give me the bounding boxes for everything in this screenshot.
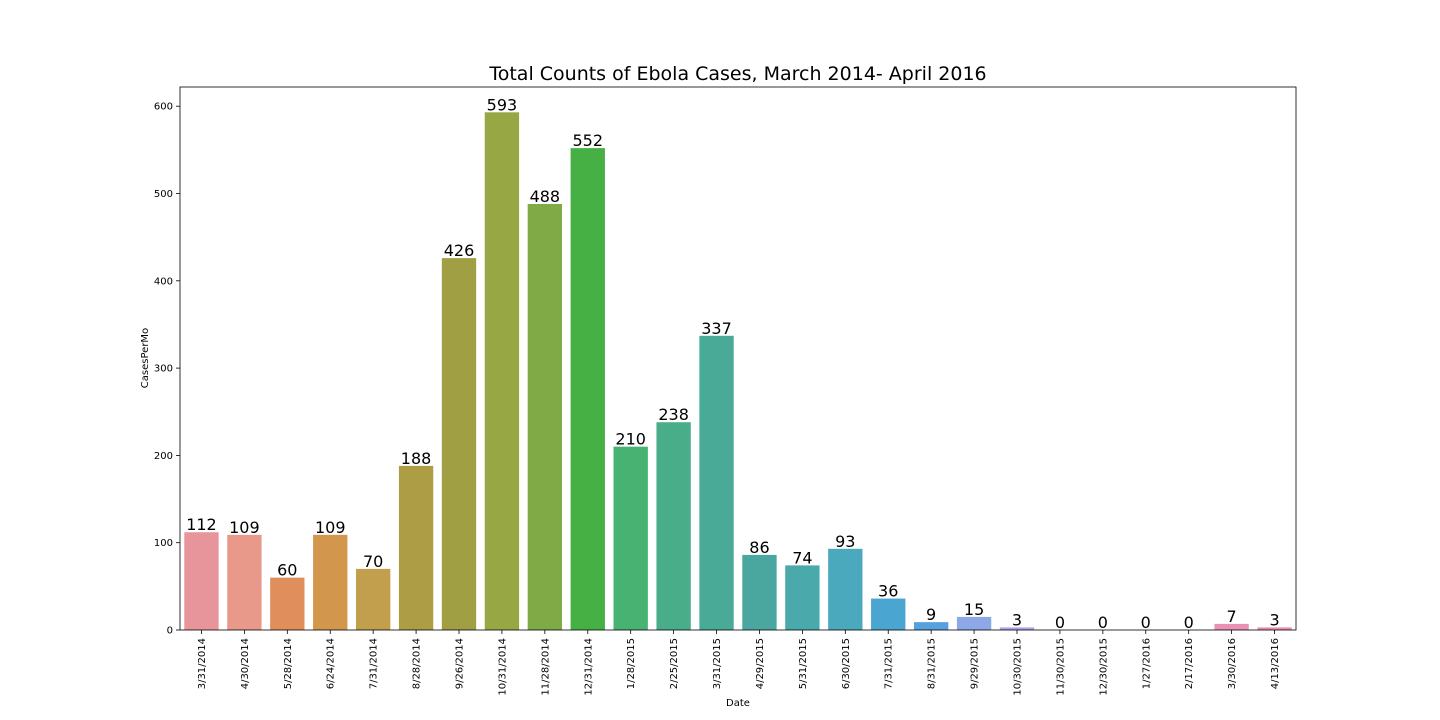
data-label-7/31/2015: 36: [878, 582, 898, 601]
bar-4/30/2014: [227, 534, 262, 630]
bar-2/25/2015: [656, 422, 691, 630]
chart-title: Total Counts of Ebola Cases, March 2014-…: [488, 63, 986, 85]
data-label-3/30/2016: 7: [1227, 607, 1237, 626]
bar-6/24/2014: [313, 534, 348, 630]
plot-frame: [179, 86, 1297, 631]
x-tick-label: 2/25/2015: [669, 638, 680, 689]
y-tick-label: 500: [154, 189, 173, 200]
x-tick-label: 3/30/2016: [1227, 638, 1238, 689]
bar-1/28/2015: [613, 446, 648, 630]
y-tick-label: 100: [154, 538, 173, 549]
data-label-11/30/2015: 0: [1055, 613, 1065, 632]
bar-4/13/2016: [1257, 627, 1292, 630]
x-tick-label: 7/31/2015: [884, 638, 895, 689]
data-label-2/17/2016: 0: [1184, 613, 1194, 632]
x-tick-label: 12/30/2015: [1098, 638, 1109, 696]
bar-6/30/2015: [828, 548, 863, 630]
bar-3/31/2015: [699, 335, 734, 630]
bar-8/31/2015: [913, 622, 949, 630]
data-label-4/13/2016: 3: [1269, 610, 1279, 629]
x-axis-ticks: 3/31/2014 4/30/2014 5/28/2014 6/24/2014 7/31…: [197, 630, 1281, 696]
bar-4/29/2015: [742, 554, 777, 630]
bar-9/26/2014: [441, 258, 477, 630]
x-tick-label: 5/31/2015: [798, 638, 809, 689]
bar-9/29/2015: [956, 616, 992, 630]
data-label-6/30/2015: 93: [835, 532, 855, 551]
bar-12/31/2014: [570, 148, 605, 631]
x-tick-label: 9/29/2015: [970, 638, 981, 689]
y-tick-label: 600: [154, 102, 173, 113]
x-tick-label: 4/30/2014: [240, 638, 251, 689]
x-tick-label: 1/27/2016: [1141, 638, 1152, 689]
x-tick-label: 10/31/2014: [497, 638, 508, 696]
data-label-10/30/2015: 3: [1012, 610, 1022, 629]
y-tick-label: 400: [154, 276, 173, 287]
x-tick-label: 11/28/2014: [540, 638, 551, 696]
data-label-6/24/2014: 109: [315, 518, 346, 537]
bar-5/31/2015: [785, 565, 820, 630]
x-tick-label: 6/24/2014: [326, 638, 337, 689]
data-label-9/26/2014: 426: [444, 241, 475, 260]
x-tick-label: 6/30/2015: [841, 638, 852, 689]
data-label-4/30/2014: 109: [229, 518, 260, 537]
data-label-12/30/2015: 0: [1098, 613, 1108, 632]
y-tick-label: 0: [167, 626, 173, 637]
x-tick-label: 3/31/2015: [712, 638, 723, 689]
data-label-8/31/2015: 9: [926, 605, 936, 624]
data-label-11/28/2014: 488: [530, 187, 561, 206]
bar-8/28/2014: [398, 465, 434, 630]
data-label-10/31/2014: 593: [487, 95, 518, 114]
x-tick-label: 8/28/2014: [412, 638, 423, 689]
bar-10/30/2015: [999, 627, 1035, 630]
data-label-1/27/2016: 0: [1141, 613, 1151, 632]
bar-5/28/2014: [270, 577, 305, 630]
x-tick-label: 7/31/2014: [369, 638, 380, 689]
data-label-9/29/2015: 15: [964, 600, 984, 619]
data-label-12/31/2014: 552: [572, 131, 603, 150]
x-tick-label: 4/13/2016: [1270, 638, 1281, 689]
bar-7/31/2014: [355, 568, 391, 630]
x-tick-label: 12/31/2014: [583, 638, 594, 696]
data-label-3/31/2015: 337: [701, 319, 732, 338]
x-tick-label: 8/31/2015: [927, 638, 938, 689]
x-tick-label: 3/31/2014: [197, 638, 208, 689]
y-tick-label: 200: [154, 451, 173, 462]
x-tick-label: 4/29/2015: [755, 638, 766, 689]
y-tick-label: 300: [154, 364, 173, 375]
data-label-5/28/2014: 60: [277, 561, 297, 580]
data-label-8/28/2014: 188: [401, 449, 432, 468]
data-label-2/25/2015: 238: [658, 405, 689, 424]
x-axis-label: Date: [726, 698, 750, 709]
bar-3/30/2016: [1214, 623, 1249, 630]
y-axis-label: CasesPerMo: [140, 328, 151, 388]
data-label-1/28/2015: 210: [615, 430, 646, 449]
x-tick-label: 10/30/2015: [1013, 638, 1024, 696]
bars-group: [184, 112, 1292, 631]
x-tick-label: 1/28/2015: [626, 638, 637, 689]
bar-7/31/2015: [871, 598, 906, 630]
x-tick-label: 9/26/2014: [455, 638, 466, 689]
y-axis-ticks: 0 100 200 300 400 500 600: [154, 102, 180, 637]
x-tick-label: 2/17/2016: [1184, 638, 1195, 689]
data-label-5/31/2015: 74: [792, 548, 812, 567]
bar-3/31/2014: [184, 532, 219, 630]
x-tick-label: 11/30/2015: [1055, 638, 1066, 696]
bar-10/31/2014: [484, 112, 520, 631]
data-labels-group: 112 1096010970188426593488552210238337867…: [186, 95, 1279, 632]
data-label-7/31/2014: 70: [363, 552, 383, 571]
data-label-3/31/2014: 112: [186, 515, 217, 534]
x-tick-label: 5/28/2014: [283, 638, 294, 689]
data-label-4/29/2015: 86: [749, 538, 769, 557]
bar-11/28/2014: [527, 203, 563, 630]
